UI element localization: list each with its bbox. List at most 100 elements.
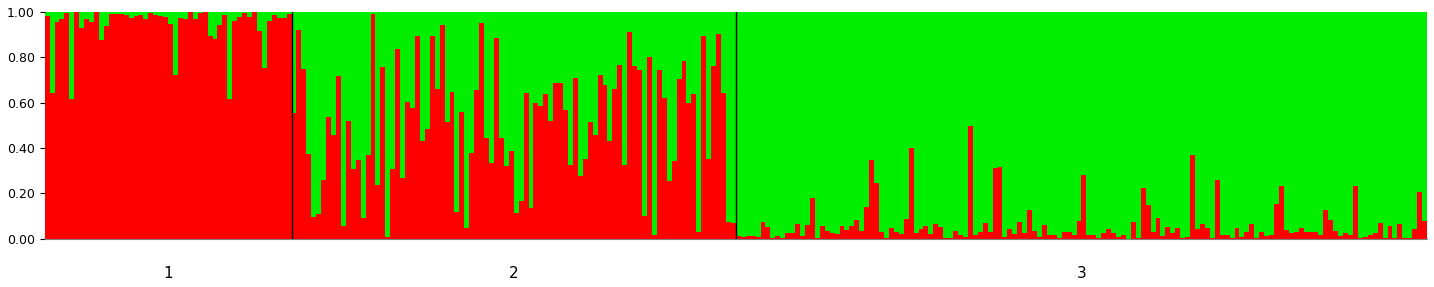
Bar <box>336 76 341 238</box>
Bar <box>568 12 574 165</box>
Bar <box>311 12 317 217</box>
Bar <box>865 12 869 207</box>
Bar <box>958 235 964 238</box>
Bar <box>913 12 919 233</box>
Bar <box>804 12 810 225</box>
Bar <box>370 12 376 14</box>
Bar <box>1412 229 1417 238</box>
Bar <box>420 141 424 238</box>
Bar <box>321 181 326 238</box>
Bar <box>69 99 75 238</box>
Bar <box>529 208 533 238</box>
Bar <box>346 12 351 121</box>
Bar <box>513 213 519 238</box>
Bar <box>1051 12 1057 235</box>
Bar <box>232 12 237 21</box>
Bar <box>711 12 716 66</box>
Bar <box>964 237 968 238</box>
Bar <box>1378 224 1382 238</box>
Bar <box>750 12 756 236</box>
Bar <box>568 165 574 238</box>
Bar <box>291 12 297 113</box>
Bar <box>1037 12 1043 236</box>
Bar <box>287 12 291 13</box>
Bar <box>1407 12 1412 238</box>
Bar <box>113 12 119 13</box>
Bar <box>1002 12 1008 237</box>
Bar <box>386 236 390 238</box>
Bar <box>59 12 65 19</box>
Bar <box>1348 235 1354 238</box>
Bar <box>647 12 652 57</box>
Bar <box>1200 12 1205 224</box>
Bar <box>564 110 568 238</box>
Bar <box>1423 220 1427 238</box>
Bar <box>301 69 307 238</box>
Bar <box>642 12 647 216</box>
Bar <box>794 12 800 224</box>
Bar <box>44 12 50 16</box>
Bar <box>459 12 465 112</box>
Bar <box>133 16 139 238</box>
Bar <box>934 12 938 224</box>
Bar <box>800 236 804 238</box>
Bar <box>632 66 637 238</box>
Bar <box>1397 224 1402 238</box>
Bar <box>247 12 252 18</box>
Bar <box>1273 12 1279 204</box>
Bar <box>1324 12 1328 210</box>
Bar <box>677 12 681 79</box>
Bar <box>158 12 163 15</box>
Bar <box>875 183 879 238</box>
Bar <box>574 12 578 78</box>
Bar <box>1249 224 1255 238</box>
Bar <box>1299 228 1304 238</box>
Bar <box>1239 237 1245 238</box>
Bar <box>143 20 148 238</box>
Bar <box>988 232 992 238</box>
Bar <box>277 18 281 238</box>
Bar <box>1121 12 1126 235</box>
Bar <box>370 14 376 238</box>
Bar <box>1043 12 1047 225</box>
Bar <box>1111 233 1116 238</box>
Bar <box>1106 229 1111 238</box>
Bar <box>1022 12 1027 233</box>
Bar <box>919 12 923 229</box>
Bar <box>909 12 913 148</box>
Text: 1: 1 <box>163 266 174 281</box>
Bar <box>948 12 954 238</box>
Bar <box>1091 235 1096 238</box>
Bar <box>184 19 188 238</box>
Bar <box>1412 12 1417 229</box>
Bar <box>1087 12 1091 235</box>
Bar <box>163 12 168 17</box>
Bar <box>835 12 839 234</box>
Bar <box>750 236 756 238</box>
Bar <box>54 12 59 22</box>
Bar <box>835 234 839 238</box>
Bar <box>879 12 883 232</box>
Bar <box>622 12 627 165</box>
Bar <box>855 12 859 220</box>
Bar <box>1160 236 1166 238</box>
Bar <box>794 224 800 238</box>
Bar <box>1195 12 1200 229</box>
Bar <box>1087 235 1091 238</box>
Bar <box>978 12 982 232</box>
Bar <box>89 22 95 238</box>
Bar <box>380 67 386 238</box>
Bar <box>909 148 913 238</box>
Bar <box>830 233 835 238</box>
Bar <box>954 12 958 231</box>
Bar <box>622 165 627 238</box>
Bar <box>1255 12 1259 238</box>
Bar <box>192 12 198 19</box>
Bar <box>326 117 331 238</box>
Bar <box>1156 12 1160 218</box>
Bar <box>396 49 400 238</box>
Bar <box>671 12 677 162</box>
Bar <box>804 225 810 238</box>
Bar <box>538 12 543 106</box>
Bar <box>1190 155 1195 238</box>
